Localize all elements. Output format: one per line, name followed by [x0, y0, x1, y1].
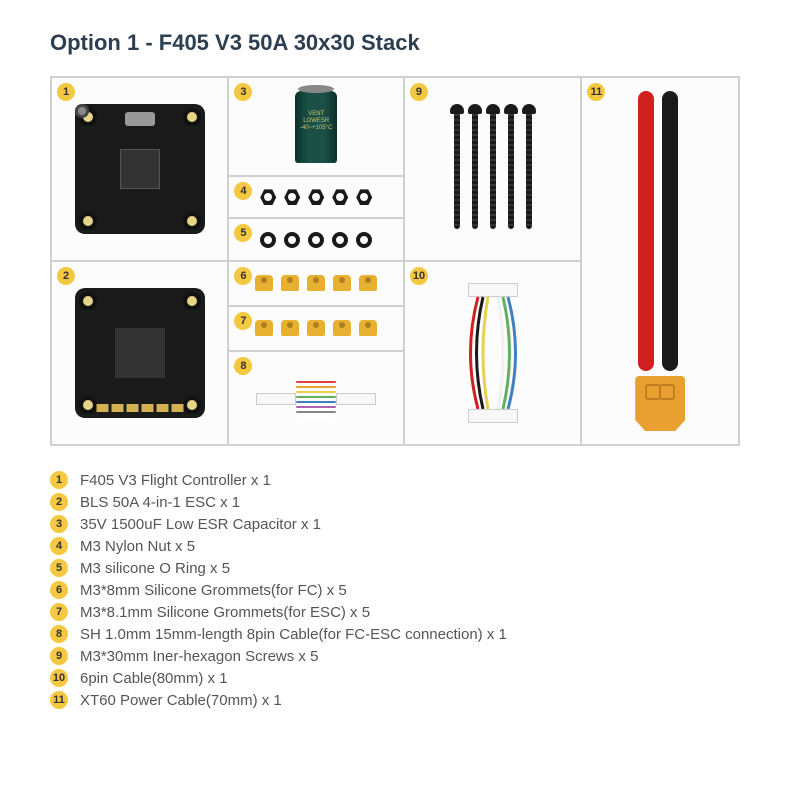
badge-7: 7	[234, 312, 252, 330]
cell-ribbon: 8	[228, 351, 403, 445]
list-item: 9 M3*30mm Iner-hexagon Screws x 5	[50, 647, 750, 665]
badge-9: 9	[410, 83, 428, 101]
grommets-esc-icon	[255, 320, 377, 336]
cell-xt60: 11	[581, 77, 739, 445]
grommets-fc-icon	[255, 275, 377, 291]
parts-grid: 1 2 3	[50, 76, 740, 446]
esc-icon	[75, 288, 205, 418]
orings-icon	[260, 232, 372, 248]
badge-4: 4	[234, 182, 252, 200]
list-item: 4 M3 Nylon Nut x 5	[50, 537, 750, 555]
flight-controller-icon	[75, 104, 205, 234]
cell-grommets-fc: 6	[228, 261, 403, 306]
nuts-icon	[260, 189, 372, 205]
xt60-cable-icon	[600, 91, 720, 431]
badge-6: 6	[234, 267, 252, 285]
badge-8: 8	[234, 357, 252, 375]
cell-esc: 2	[51, 261, 228, 445]
list-item: 1 F405 V3 Flight Controller x 1	[50, 471, 750, 489]
cell-6pin: 10	[404, 261, 581, 445]
parts-list: 1 F405 V3 Flight Controller x 1 2 BLS 50…	[50, 471, 750, 709]
screws-icon	[453, 104, 533, 234]
badge-3: 3	[234, 83, 252, 101]
list-badge: 1	[50, 471, 68, 489]
page-title: Option 1 - F405 V3 50A 30x30 Stack	[50, 30, 750, 56]
cable6-svg	[433, 283, 553, 423]
list-text: F405 V3 Flight Controller x 1	[80, 472, 271, 489]
cell-nuts: 4	[228, 176, 403, 218]
list-item: 8 SH 1.0mm 15mm-length 8pin Cable(for FC…	[50, 625, 750, 643]
badge-2: 2	[57, 267, 75, 285]
cell-grommets-esc: 7	[228, 306, 403, 351]
cell-fc: 1	[51, 77, 228, 261]
ribbon-cable-icon	[256, 373, 376, 423]
list-item: 6 M3*8mm Silicone Grommets(for FC) x 5	[50, 581, 750, 599]
list-item: 3 35V 1500uF Low ESR Capacitor x 1	[50, 515, 750, 533]
ribbon-wires	[296, 381, 336, 417]
list-item: 7 M3*8.1mm Silicone Grommets(for ESC) x …	[50, 603, 750, 621]
list-item: 11 XT60 Power Cable(70mm) x 1	[50, 691, 750, 709]
badge-5: 5	[234, 224, 252, 242]
badge-10: 10	[410, 267, 428, 285]
cell-capacitor: 3 VENT LOWESR -40~+105°C	[228, 77, 403, 176]
cell-screws: 9	[404, 77, 581, 261]
capacitor-icon: VENT LOWESR -40~+105°C	[295, 91, 337, 163]
list-item: 2 BLS 50A 4-in-1 ESC x 1	[50, 493, 750, 511]
badge-1: 1	[57, 83, 75, 101]
cell-orings: 5	[228, 218, 403, 261]
list-item: 10 6pin Cable(80mm) x 1	[50, 669, 750, 687]
list-item: 5 M3 silicone O Ring x 5	[50, 559, 750, 577]
cable-6pin-icon	[433, 283, 553, 423]
